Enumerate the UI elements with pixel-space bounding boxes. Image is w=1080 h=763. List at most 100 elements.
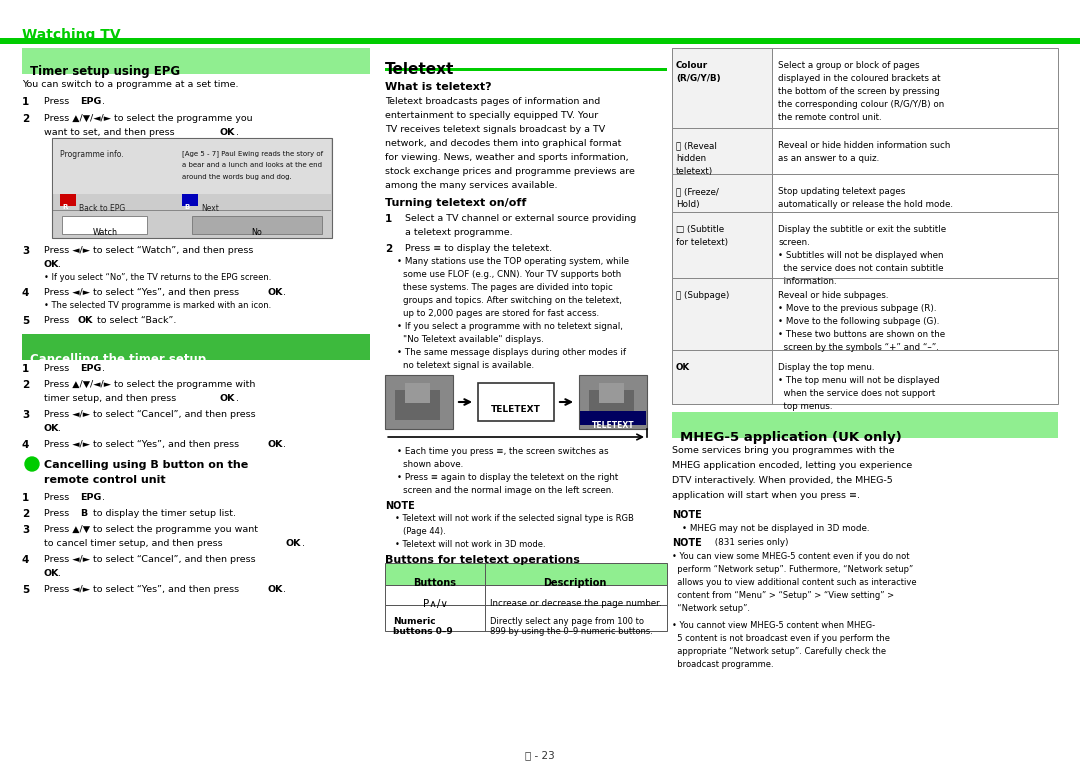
- Text: • Teletext will not work if the selected signal type is RGB: • Teletext will not work if the selected…: [395, 514, 634, 523]
- Text: 4: 4: [22, 440, 29, 450]
- Text: 5: 5: [22, 316, 29, 326]
- Text: 1: 1: [22, 97, 29, 107]
- Text: ⓡ (Freeze/: ⓡ (Freeze/: [676, 187, 719, 196]
- Bar: [579, 375, 647, 429]
- Text: to display the timer setup list.: to display the timer setup list.: [90, 509, 237, 518]
- Text: up to 2,000 pages are stored for fast access.: up to 2,000 pages are stored for fast ac…: [403, 309, 599, 318]
- Text: .: .: [102, 97, 105, 106]
- Text: some use FLOF (e.g., CNN). Your TV supports both: some use FLOF (e.g., CNN). Your TV suppo…: [403, 270, 621, 279]
- Text: Watch: Watch: [93, 228, 118, 237]
- Text: Back to EPG: Back to EPG: [79, 204, 125, 213]
- Text: ⓡ (Subpage): ⓡ (Subpage): [676, 291, 729, 300]
- Text: • Teletext will not work in 3D mode.: • Teletext will not work in 3D mode.: [395, 540, 545, 549]
- Bar: [53, 210, 330, 211]
- Text: NOTE: NOTE: [672, 538, 702, 548]
- Text: Cancelling using B button on the: Cancelling using B button on the: [44, 460, 248, 470]
- Text: NOTE: NOTE: [384, 501, 415, 511]
- Text: OK: OK: [78, 316, 93, 325]
- Text: Press ◄/► to select “Cancel”, and then press: Press ◄/► to select “Cancel”, and then p…: [44, 410, 256, 419]
- Bar: [672, 48, 1058, 128]
- Text: • Press ≡ again to display the teletext on the right: • Press ≡ again to display the teletext …: [397, 473, 618, 482]
- Bar: [384, 585, 667, 605]
- Bar: [384, 605, 667, 631]
- Text: screen and the normal image on the left screen.: screen and the normal image on the left …: [403, 486, 613, 495]
- Text: screen.: screen.: [778, 238, 810, 247]
- Text: 5 content is not broadcast even if you perform the: 5 content is not broadcast even if you p…: [672, 634, 890, 643]
- Text: Numeric: Numeric: [393, 617, 435, 626]
- Text: 2: 2: [384, 244, 392, 254]
- Text: OK: OK: [267, 440, 282, 449]
- Bar: [22, 334, 370, 360]
- Text: Stop updating teletext pages: Stop updating teletext pages: [778, 187, 905, 196]
- Text: remote control unit: remote control unit: [44, 475, 165, 485]
- Text: .: .: [283, 585, 286, 594]
- Text: • Move to the following subpage (G).: • Move to the following subpage (G).: [778, 317, 940, 326]
- Text: ⓡ (Reveal: ⓡ (Reveal: [676, 141, 717, 150]
- Bar: [599, 383, 624, 403]
- Bar: [192, 216, 322, 234]
- Text: hidden: hidden: [676, 154, 706, 163]
- Text: screen by the symbols “+” and “–”.: screen by the symbols “+” and “–”.: [778, 343, 939, 352]
- Text: appropriate “Network setup”. Carefully check the: appropriate “Network setup”. Carefully c…: [672, 647, 886, 656]
- Text: Press ◄/► to select “Yes”, and then press: Press ◄/► to select “Yes”, and then pres…: [44, 585, 242, 594]
- Bar: [183, 194, 198, 206]
- Text: around the words bug and dog.: around the words bug and dog.: [183, 174, 292, 180]
- Bar: [672, 350, 1058, 404]
- Text: Press: Press: [44, 316, 72, 325]
- Text: OK: OK: [219, 128, 234, 137]
- Text: EPG: EPG: [80, 493, 102, 502]
- Text: 3: 3: [22, 525, 29, 535]
- Bar: [672, 48, 772, 128]
- Text: top menus.: top menus.: [778, 402, 833, 411]
- Text: • The selected TV programme is marked with an icon.: • The selected TV programme is marked wi…: [44, 301, 271, 310]
- Text: 2: 2: [22, 380, 29, 390]
- Bar: [672, 212, 1058, 278]
- Text: information.: information.: [778, 277, 837, 286]
- Bar: [672, 350, 772, 404]
- Text: Teletext: Teletext: [384, 62, 455, 77]
- Text: • You cannot view MHEG-5 content when MHEG-: • You cannot view MHEG-5 content when MH…: [672, 621, 875, 630]
- Text: Press: Press: [44, 509, 72, 518]
- Text: R: R: [62, 204, 67, 210]
- Bar: [22, 48, 370, 74]
- Text: .: .: [102, 493, 105, 502]
- Text: Hold): Hold): [676, 200, 700, 209]
- Text: among the many services available.: among the many services available.: [384, 181, 557, 190]
- Text: want to set, and then press: want to set, and then press: [44, 128, 177, 137]
- Text: □ (Subtitle: □ (Subtitle: [676, 225, 724, 234]
- Text: the bottom of the screen by pressing: the bottom of the screen by pressing: [778, 87, 940, 96]
- Text: .: .: [283, 440, 286, 449]
- Bar: [672, 278, 1058, 350]
- Text: MHEG application encoded, letting you experience: MHEG application encoded, letting you ex…: [672, 461, 913, 470]
- Text: EPG: EPG: [80, 364, 102, 373]
- Text: stock exchange prices and programme previews are: stock exchange prices and programme prev…: [384, 167, 635, 176]
- Text: network, and decodes them into graphical format: network, and decodes them into graphical…: [384, 139, 621, 148]
- Text: the remote control unit.: the remote control unit.: [778, 113, 881, 122]
- Text: Watching TV: Watching TV: [22, 28, 121, 42]
- Text: Reveal or hide subpages.: Reveal or hide subpages.: [778, 291, 889, 300]
- Text: when the service does not support: when the service does not support: [778, 389, 935, 398]
- Text: 4: 4: [22, 288, 29, 298]
- Bar: [580, 411, 646, 425]
- Text: OK: OK: [44, 569, 59, 578]
- Text: shown above.: shown above.: [403, 460, 463, 469]
- Text: Display the top menu.: Display the top menu.: [778, 363, 875, 372]
- Text: ⓾ - 23: ⓾ - 23: [525, 750, 555, 760]
- Text: (831 series only): (831 series only): [712, 538, 788, 547]
- Text: TELETEXT: TELETEXT: [491, 405, 541, 414]
- Text: content from “Menu” > “Setup” > “View setting” >: content from “Menu” > “Setup” > “View se…: [672, 591, 894, 600]
- Text: .: .: [58, 424, 60, 433]
- Text: (Page 44).: (Page 44).: [403, 527, 446, 536]
- Text: “Network setup”.: “Network setup”.: [672, 604, 750, 613]
- Text: Press ≡ to display the teletext.: Press ≡ to display the teletext.: [405, 244, 552, 253]
- Text: Press ◄/► to select “Yes”, and then press: Press ◄/► to select “Yes”, and then pres…: [44, 440, 242, 449]
- Text: (R/G/Y/B): (R/G/Y/B): [676, 74, 720, 83]
- Text: the corresponding colour (R/G/Y/B) on: the corresponding colour (R/G/Y/B) on: [778, 100, 944, 109]
- Text: .: .: [102, 364, 105, 373]
- Bar: [62, 216, 147, 234]
- Text: 1: 1: [22, 493, 29, 503]
- Text: 2: 2: [22, 114, 29, 124]
- Text: Press ▲/▼/◄/► to select the programme with: Press ▲/▼/◄/► to select the programme wi…: [44, 380, 255, 389]
- Bar: [672, 128, 772, 174]
- Text: Press ◄/► to select “Yes”, and then press: Press ◄/► to select “Yes”, and then pres…: [44, 288, 242, 297]
